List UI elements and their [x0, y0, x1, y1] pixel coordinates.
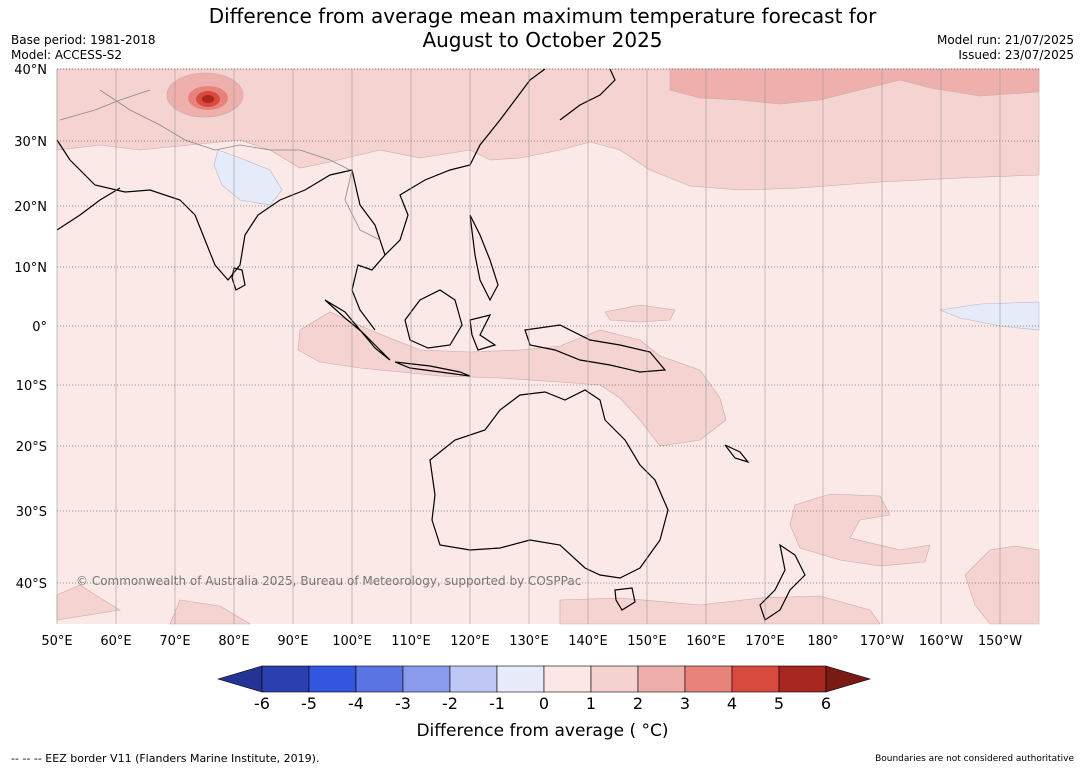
colorbar-swatch [355, 665, 404, 693]
lon-label: 130°E [509, 634, 549, 649]
lat-label: 10°N [14, 261, 47, 276]
colorbar-tick-label: -6 [254, 694, 270, 713]
colorbar-tick-label: 5 [774, 694, 784, 713]
lon-label: 90°E [277, 634, 308, 649]
lon-label: 110°E [391, 634, 431, 649]
coast-arabia [56, 187, 121, 231]
lon-label: 160°W [919, 634, 963, 649]
colorbar-swatch [543, 665, 592, 693]
colorbar-tick-label: -1 [489, 694, 505, 713]
anomaly-zone-southeast [789, 493, 931, 567]
anomaly-zone-maritime [297, 311, 727, 447]
coast-india [56, 139, 361, 281]
coast-japan [559, 68, 616, 121]
anomaly-zone-cool-pacific [938, 301, 1040, 331]
colorbar-ticks: -6 -5 -4 -3 -2 -1 0 1 2 3 4 5 6 [254, 694, 831, 713]
coast-newguinea [524, 324, 667, 373]
colorbar-swatch [731, 665, 780, 693]
lon-label: 100°E [332, 634, 372, 649]
lon-label: 170°E [745, 634, 785, 649]
anomaly-hotspot [166, 72, 244, 118]
lat-label: 30°N [14, 135, 47, 150]
lat-label: 10°S [16, 379, 47, 394]
colorbar-swatch [308, 665, 357, 693]
title-line-2: August to October 2025 [422, 28, 663, 52]
colorbar-swatch [449, 665, 498, 693]
coast-newcaledonia [724, 444, 750, 464]
meta-right: Model run: 21/07/2025 Issued: 23/07/2025 [937, 33, 1074, 63]
boundaries-note: Boundaries are not considered authoritat… [875, 754, 1074, 764]
colorbar-tick-label: 0 [539, 694, 549, 713]
colorbar-swatch [778, 665, 827, 693]
colorbar-title: Difference from average ( °C) [416, 721, 669, 741]
anomaly-zone-south-east-corner [964, 545, 1040, 625]
colorbar-tick-label: -5 [301, 694, 317, 713]
colorbar-swatch [637, 665, 686, 693]
lon-label: 70°E [159, 634, 190, 649]
colorbar-tick-label: -4 [348, 694, 364, 713]
colorbar-tick-label: 4 [727, 694, 737, 713]
anomaly-zone-south [56, 584, 881, 625]
lon-label: 150°W [978, 634, 1022, 649]
colorbar-tick-label: -2 [442, 694, 458, 713]
coast-srilanka [231, 267, 246, 291]
lon-label: 140°E [568, 634, 608, 649]
anomaly-zone-png [604, 304, 676, 323]
coast-tasmania [614, 587, 636, 611]
anomaly-zone-northeast [669, 68, 1040, 105]
colorbar-swatch [496, 665, 545, 693]
coast-borneo [404, 289, 463, 349]
country-borders [59, 89, 381, 241]
colorbar-min-arrow [216, 665, 263, 693]
longitude-labels: 50°E 60°E 70°E 80°E 90°E 100°E 110°E 120°E 130°E… [41, 634, 1022, 649]
colorbar-tick-label: 1 [586, 694, 596, 713]
model-name: Model: ACCESS-S2 [11, 48, 123, 62]
colorbar-swatch [590, 665, 639, 693]
model-run: Model run: 21/07/2025 [936, 33, 1074, 47]
lon-label: 160°E [686, 634, 726, 649]
lon-label: 180° [807, 634, 838, 649]
coast-nz [759, 543, 806, 621]
coast-seasia [351, 68, 546, 331]
lat-label: 40°S [16, 577, 47, 592]
colorbar-tick-label: -3 [395, 694, 411, 713]
lon-label: 120°E [450, 634, 490, 649]
colorbar [216, 665, 872, 693]
latitude-labels: 40°N 30°N 20°N 10°N 0° 10°S 20°S 30°S 40°S [14, 63, 47, 592]
issued-date: Issued: 23/07/2025 [958, 48, 1074, 62]
lat-label: 20°S [16, 440, 47, 455]
colorbar-tick-label: 3 [680, 694, 690, 713]
colorbar-swatch [261, 665, 310, 693]
copyright-notice: © Commonwealth of Australia 2025, Bureau… [76, 574, 581, 588]
meta-left: Base period: 1981-2018 Model: ACCESS-S2 [11, 33, 156, 63]
lon-label: 50°E [41, 634, 72, 649]
lat-label: 30°S [16, 505, 47, 520]
lon-label: 80°E [218, 634, 249, 649]
coast-philippines [469, 214, 499, 302]
eez-note: -- -- -- EEZ border V11 (Flanders Marine… [11, 752, 320, 765]
title-line-1: Difference from average mean maximum tem… [208, 4, 877, 28]
lat-label: 20°N [14, 200, 47, 215]
colorbar-swatch [402, 665, 451, 693]
coastlines [56, 68, 806, 621]
lat-label: 0° [32, 320, 47, 335]
base-period: Base period: 1981-2018 [11, 33, 156, 47]
coast-australia [429, 389, 669, 579]
graticule [56, 68, 1039, 624]
colorbar-tick-label: 2 [633, 694, 643, 713]
colorbar-max-arrow [825, 665, 872, 693]
lon-label: 150°E [627, 634, 667, 649]
coast-sumatra [324, 299, 391, 361]
colorbar-swatch [684, 665, 733, 693]
lon-label: 170°W [860, 634, 904, 649]
lon-label: 60°E [100, 634, 131, 649]
coast-sulawesi [469, 314, 497, 351]
map-title: Difference from average mean maximum tem… [0, 4, 1085, 52]
map-area: © Commonwealth of Australia 2025, Bureau… [56, 68, 1040, 625]
colorbar-tick-label: 6 [821, 694, 831, 713]
lat-label: 40°N [14, 63, 47, 78]
anomaly-zone-cool-india [213, 149, 283, 206]
